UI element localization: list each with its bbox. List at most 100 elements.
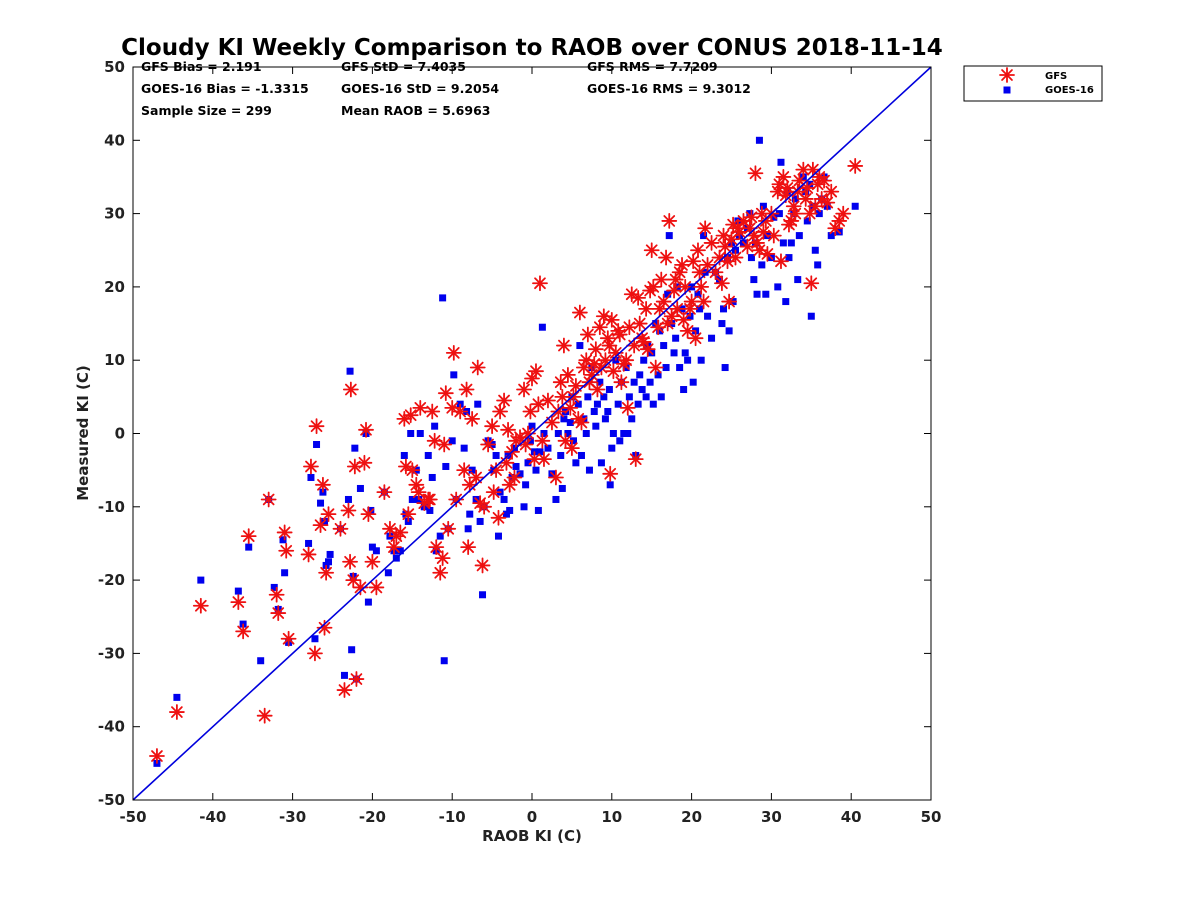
- goes16-point: [442, 462, 450, 470]
- axis-ticks: -50 -40 -30 -20 -10 0 10 20 30 40 50 -50 -40 -30 -20 -1…: [98, 58, 942, 826]
- gfs-point: [485, 484, 502, 501]
- gfs-point: [697, 220, 714, 237]
- goes16-point: [630, 378, 638, 386]
- goes16-point: [173, 693, 181, 701]
- goes16-point: [428, 473, 436, 481]
- goes16-point: [665, 232, 673, 240]
- gfs-point: [827, 220, 844, 237]
- gfs-point: [307, 645, 323, 662]
- goes16-point: [803, 217, 811, 225]
- gfs-point: [831, 213, 848, 229]
- x-tick-label: -20: [359, 808, 386, 826]
- gfs-point: [564, 440, 580, 457]
- goes16-point: [257, 657, 265, 665]
- gfs-point: [492, 403, 508, 420]
- gfs-point: [775, 169, 792, 185]
- gfs-point: [627, 451, 644, 468]
- gfs-point: [410, 484, 427, 501]
- x-axis-label: RAOB KI (C): [482, 827, 582, 845]
- goes16-point: [696, 305, 704, 313]
- goes16-point: [625, 393, 633, 401]
- goes16-point: [460, 444, 468, 452]
- gfs-point: [667, 271, 684, 288]
- gfs-point: [522, 403, 539, 420]
- gfs-point: [659, 315, 676, 332]
- goes16-point: [522, 481, 530, 489]
- goes16-point: [364, 598, 372, 606]
- gfs-point: [695, 293, 712, 310]
- gfs-point: [421, 491, 438, 508]
- goes16-point: [348, 646, 356, 654]
- goes16-point: [601, 415, 609, 423]
- gfs-point: [318, 564, 335, 581]
- goes16-point: [326, 550, 334, 558]
- goes16-point: [604, 408, 612, 416]
- goes16-point: [664, 290, 672, 298]
- goes16-point: [569, 437, 577, 445]
- gfs-point: [643, 242, 660, 259]
- x-tick-label: -50: [119, 808, 146, 826]
- gfs-point: [618, 352, 635, 369]
- goes16-point: [313, 440, 321, 448]
- goes16-point: [416, 430, 424, 437]
- gfs-point: [524, 370, 540, 387]
- gfs-point: [674, 257, 690, 273]
- x-tick-label: 0: [527, 808, 537, 826]
- gfs-point: [556, 337, 572, 354]
- gfs-point: [819, 194, 836, 211]
- gfs-point: [835, 205, 852, 222]
- goes16-point: [439, 294, 447, 302]
- goes16-point: [814, 261, 822, 269]
- goes16-point: [794, 276, 802, 284]
- goes16-point: [662, 364, 670, 372]
- goes16-point: [755, 136, 763, 144]
- goes16-point: [340, 671, 348, 679]
- goes16-point: [700, 232, 708, 240]
- gfs-point: [593, 359, 610, 376]
- goes16-point: [614, 400, 622, 408]
- goes16-point: [590, 408, 598, 416]
- gfs-point: [348, 671, 365, 687]
- goes16-point: [597, 459, 605, 467]
- gfs-point: [276, 524, 293, 541]
- gfs-point: [603, 311, 620, 328]
- gfs-point: [270, 605, 287, 621]
- x-tick-label: -10: [439, 808, 466, 826]
- gfs-point: [847, 158, 864, 174]
- goes16-point: [464, 525, 472, 533]
- goes16-point: [396, 547, 404, 555]
- goes16-point: [577, 451, 585, 459]
- x-tick-label: 30: [761, 808, 782, 826]
- goes16-point: [672, 334, 680, 342]
- legend-box: [963, 65, 1103, 102]
- goes16-point: [815, 210, 823, 218]
- gfs-point: [587, 341, 604, 358]
- gfs-point: [687, 330, 704, 347]
- goes16-point: [305, 539, 313, 547]
- goes16-point: [718, 320, 726, 328]
- gfs-point: [658, 249, 674, 266]
- x-tick-label: 20: [681, 808, 702, 826]
- gfs-point: [460, 539, 477, 556]
- goes16-point: [574, 400, 582, 408]
- gfs-point: [168, 704, 185, 720]
- goes16-point: [676, 364, 684, 372]
- x-tick-label: 10: [601, 808, 622, 826]
- stat-sample-size: Sample Size = 299: [141, 103, 272, 118]
- goes16-point: [634, 400, 642, 408]
- gfs-point: [534, 432, 551, 449]
- gfs-point: [376, 484, 393, 501]
- goes16-point: [624, 430, 632, 437]
- goes16-point: [408, 495, 416, 503]
- goes16-point: [654, 371, 662, 379]
- gfs-point: [743, 209, 760, 226]
- goes16-point: [616, 437, 624, 445]
- goes16-point: [536, 448, 544, 456]
- gfs-point: [747, 165, 764, 182]
- goes16-point: [827, 232, 835, 240]
- goes16-point: [492, 451, 500, 459]
- goes16-point: [725, 327, 733, 335]
- y-tick-label: -10: [98, 498, 125, 516]
- gfs-point: [320, 506, 337, 523]
- gfs-point: [434, 550, 451, 567]
